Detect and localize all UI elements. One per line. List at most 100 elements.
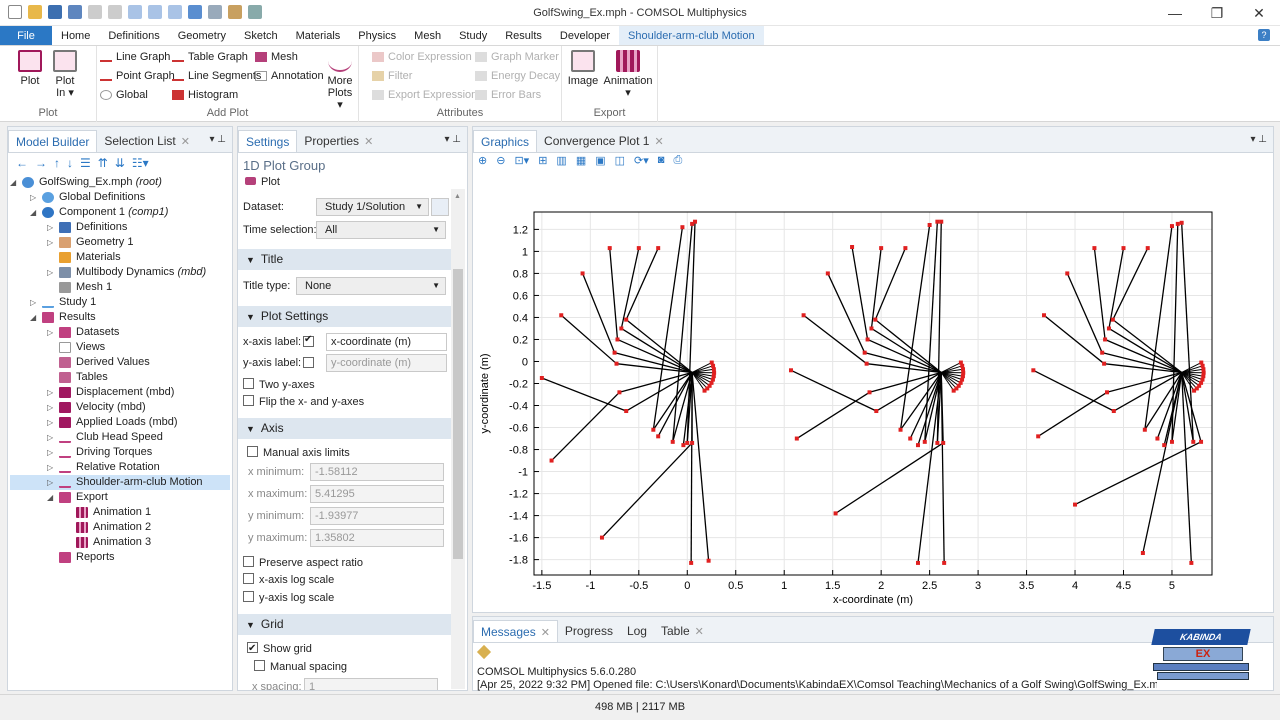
section-plot-settings[interactable]: ▼ Plot Settings — [238, 306, 454, 327]
close-tab-icon[interactable]: ✕ — [694, 626, 704, 638]
expand-arrow-icon[interactable]: ▷ — [47, 403, 54, 412]
tree-node-animation-3[interactable]: Animation 3 — [76, 535, 151, 550]
help-icon[interactable]: ? — [1258, 29, 1270, 41]
tree-node-club-head-speed[interactable]: ▷ Club Head Speed — [47, 430, 163, 445]
tree-node-export[interactable]: ◢ Export — [47, 490, 108, 505]
tree-node-driving-torques[interactable]: ▷ Driving Torques — [47, 445, 152, 460]
expand-icon[interactable]: ⇈ — [97, 156, 108, 170]
y-log-option[interactable]: y-axis log scale — [243, 589, 334, 607]
expand-arrow-icon[interactable]: ▷ — [47, 433, 54, 442]
expand-arrow-icon[interactable]: ▷ — [30, 193, 37, 202]
minimize-button[interactable]: — — [1168, 5, 1182, 21]
line-graph-button[interactable]: Line Graph — [100, 48, 170, 66]
close-button[interactable]: ✕ — [1253, 5, 1265, 21]
section-axis[interactable]: ▼ Axis — [238, 418, 454, 439]
expand-arrow-icon[interactable]: ▷ — [47, 223, 54, 232]
close-tab-icon[interactable]: ✕ — [654, 136, 664, 148]
section-grid[interactable]: ▼ Grid — [238, 614, 454, 635]
tree-node-multibody-dynamics[interactable]: ▷ Multibody Dynamics (mbd) — [47, 265, 206, 280]
axis-scale-icon[interactable]: ▥ — [556, 155, 567, 167]
tree-node-velocity[interactable]: ▷ Velocity (mbd) — [47, 400, 146, 415]
close-tab-icon[interactable]: ✕ — [364, 136, 374, 148]
manual-spacing-checkbox[interactable] — [254, 660, 265, 671]
show-icon[interactable]: ☰ — [80, 156, 91, 170]
section-title[interactable]: ▼ Title — [238, 249, 454, 270]
tab-sketch[interactable]: Sketch — [244, 30, 278, 42]
back-icon[interactable]: ← — [16, 156, 28, 170]
expand-arrow-icon[interactable]: ▷ — [30, 298, 37, 307]
reset-view-icon[interactable]: ⟳▾ — [634, 155, 649, 167]
tree-node-results[interactable]: ◢ Results — [30, 310, 96, 325]
tree-node-views[interactable]: Views — [59, 340, 105, 355]
dataset-select[interactable]: Study 1/Solution ▼ — [316, 198, 429, 216]
line-segments-button[interactable]: Line Segments — [172, 67, 261, 85]
pane-menu-icon[interactable]: ▾ ⊥ — [209, 134, 226, 145]
print-icon[interactable]: ⎙ — [673, 154, 683, 166]
more-plots-button[interactable]: More Plots ▾ — [324, 50, 356, 111]
tree-node-animation-2[interactable]: Animation 2 — [76, 520, 151, 535]
pane-menu-icon[interactable]: ▾ ⊥ — [1250, 134, 1267, 145]
tree-node-tables[interactable]: Tables — [59, 370, 108, 385]
tree-node-component[interactable]: ◢ Component 1 (comp1) — [30, 205, 168, 220]
image-snapshot-icon[interactable]: ◙ — [657, 154, 665, 166]
tab-developer[interactable]: Developer — [559, 30, 611, 42]
tab-definitions[interactable]: Definitions — [108, 30, 160, 42]
tree-node-displacement[interactable]: ▷ Displacement (mbd) — [47, 385, 174, 400]
show-grid-checkbox[interactable] — [247, 640, 258, 658]
move-down-icon[interactable]: ↓ — [67, 156, 73, 170]
paste-icon[interactable] — [148, 5, 162, 19]
filter-button[interactable]: Filter — [372, 67, 412, 85]
tab-results[interactable]: Results — [505, 30, 542, 42]
scrollbar-thumb[interactable] — [453, 269, 463, 559]
preserve-aspect-option[interactable]: Preserve aspect ratio — [243, 554, 363, 572]
expand-arrow-icon[interactable]: ▷ — [47, 478, 54, 487]
y-log-checkbox[interactable] — [243, 591, 254, 602]
tree-node-derived-values[interactable]: Derived Values — [59, 355, 150, 370]
annotation-button[interactable]: Annotation — [255, 67, 324, 85]
grid-icon[interactable]: ▦ — [575, 155, 587, 167]
new-file-icon[interactable] — [8, 5, 22, 19]
zoom-out-icon[interactable]: ⊖ — [496, 155, 506, 167]
tab-messages[interactable]: Messages ✕ — [473, 620, 558, 642]
collapse-arrow-icon[interactable]: ◢ — [10, 178, 17, 187]
x-log-checkbox[interactable] — [243, 573, 254, 584]
y-maximum-input[interactable]: 1.35802 — [310, 529, 444, 547]
plot-subheading[interactable]: Plot — [245, 173, 280, 191]
table-graph-button[interactable]: Table Graph — [172, 48, 248, 66]
title-type-select[interactable]: None ▼ — [296, 277, 446, 295]
collapse-arrow-icon[interactable]: ◢ — [47, 493, 54, 502]
plot-button[interactable]: Plot — [12, 50, 48, 87]
expand-arrow-icon[interactable]: ▷ — [47, 448, 54, 457]
export-expressions-button[interactable]: Export Expressions — [372, 86, 483, 104]
tree-node-relative-rotation[interactable]: ▷ Relative Rotation — [47, 460, 160, 475]
manual-spacing-option[interactable]: Manual spacing — [254, 658, 347, 676]
delete-icon[interactable] — [188, 5, 202, 19]
save-as-icon[interactable] — [68, 5, 82, 19]
graph-marker-button[interactable]: Graph Marker — [475, 48, 559, 66]
histogram-button[interactable]: Histogram — [172, 86, 238, 104]
expand-arrow-icon[interactable]: ▷ — [47, 238, 54, 247]
collapse-icon[interactable]: ⇊ — [114, 156, 125, 170]
tab-table[interactable]: Table ✕ — [654, 620, 711, 642]
y-axis-label-checkbox[interactable] — [303, 357, 314, 368]
energy-decay-button[interactable]: Energy Decay — [475, 67, 560, 85]
x-axis-label-input[interactable]: x-coordinate (m) — [326, 333, 447, 351]
zoom-extents-icon[interactable]: ⊞ — [538, 155, 548, 167]
x-log-option[interactable]: x-axis log scale — [243, 571, 334, 589]
tab-mesh[interactable]: Mesh — [414, 30, 442, 42]
close-tab-icon[interactable]: ✕ — [180, 136, 190, 148]
x-minimum-input[interactable]: -1.58112 — [310, 463, 444, 481]
maximize-button[interactable]: ❐ — [1210, 5, 1224, 21]
clear-messages-icon[interactable] — [476, 644, 492, 660]
expand-arrow-icon[interactable]: ▷ — [47, 463, 54, 472]
expand-arrow-icon[interactable]: ▷ — [47, 328, 54, 337]
time-selection-select[interactable]: All ▼ — [316, 221, 446, 239]
x-spacing-input[interactable]: 1 — [304, 678, 438, 690]
tree-node-animation-1[interactable]: Animation 1 — [76, 505, 151, 520]
image-button[interactable]: Image — [566, 50, 600, 87]
tree-node-datasets[interactable]: ▷ Datasets — [47, 325, 119, 340]
settings-scrollbar[interactable]: ▲ — [451, 189, 465, 689]
manual-axis-limits-option[interactable]: Manual axis limits — [247, 444, 350, 462]
file-menu[interactable]: File — [0, 26, 52, 45]
tree-node-root[interactable]: ◢ GolfSwing_Ex.mph (root) — [10, 175, 162, 190]
